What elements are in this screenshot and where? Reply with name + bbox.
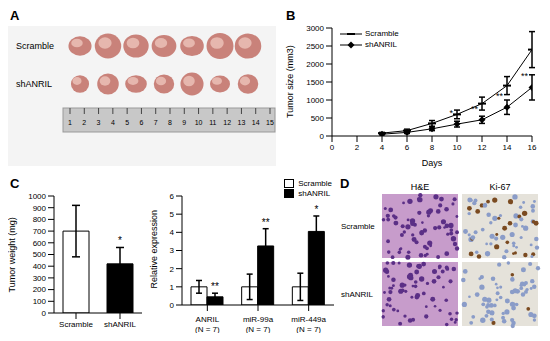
svg-text:2: 2 [170, 265, 175, 274]
svg-text:**: ** [471, 104, 479, 114]
svg-text:miR-99a: miR-99a [243, 315, 274, 324]
svg-text:Days: Days [422, 158, 443, 168]
svg-text:14: 14 [252, 119, 260, 126]
html-text:shANRIL: shANRIL [298, 188, 331, 198]
svg-text:**: ** [521, 71, 529, 81]
svg-text:4: 4 [380, 143, 385, 152]
svg-text:**: ** [262, 217, 270, 228]
svg-text:11: 11 [209, 119, 216, 126]
html-text:C: C [10, 176, 20, 191]
svg-text:900: 900 [33, 204, 47, 213]
svg-text:12: 12 [223, 119, 231, 126]
svg-text:0: 0 [330, 143, 335, 152]
svg-text:Ki-67: Ki-67 [489, 182, 510, 192]
svg-text:700: 700 [33, 227, 47, 236]
svg-text:Relative expression: Relative expression [149, 210, 159, 289]
svg-text:shANRIL: shANRIL [341, 290, 374, 299]
svg-text:100: 100 [33, 297, 47, 306]
svg-text:Scramble: Scramble [59, 320, 93, 329]
svg-text:14: 14 [503, 143, 512, 152]
svg-text:4: 4 [170, 228, 175, 237]
svg-text:3: 3 [170, 246, 175, 255]
svg-text:10: 10 [453, 143, 462, 152]
svg-text:*: * [314, 204, 318, 215]
svg-text:0: 0 [42, 309, 47, 318]
svg-text:miR-449a: miR-449a [291, 315, 326, 324]
svg-text:1000: 1000 [28, 192, 46, 201]
svg-text:(N = 7): (N = 7) [195, 325, 220, 333]
svg-text:9: 9 [182, 119, 186, 126]
svg-text:10: 10 [195, 119, 203, 126]
svg-text:shANRIL: shANRIL [104, 320, 137, 329]
html-text:Scramble: Scramble [365, 29, 399, 38]
svg-text:13: 13 [238, 119, 246, 126]
svg-text:300: 300 [33, 274, 47, 283]
svg-text:*: * [449, 108, 453, 118]
svg-text:1: 1 [68, 119, 72, 126]
svg-text:1000: 1000 [306, 96, 324, 105]
svg-text:Tumor size (mm3): Tumor size (mm3) [285, 45, 295, 118]
svg-text:5: 5 [125, 119, 129, 126]
html-text:B: B [286, 8, 296, 23]
svg-text:200: 200 [33, 285, 47, 294]
svg-text:500: 500 [311, 114, 325, 123]
svg-text:2500: 2500 [306, 42, 324, 51]
svg-text:**: ** [496, 91, 504, 101]
svg-text:Tumor weight (mg): Tumor weight (mg) [8, 217, 17, 292]
svg-text:5: 5 [170, 210, 175, 219]
svg-text:H&E: H&E [411, 182, 430, 192]
svg-text:**: ** [211, 281, 219, 292]
svg-text:2: 2 [82, 119, 86, 126]
svg-text:800: 800 [33, 215, 47, 224]
html-text:D: D [340, 176, 350, 191]
svg-text:7: 7 [154, 119, 158, 126]
svg-text:2000: 2000 [306, 60, 324, 69]
html-text:shANRIL: shANRIL [365, 40, 397, 49]
svg-text:(N = 7): (N = 7) [246, 325, 271, 333]
svg-text:1500: 1500 [306, 78, 324, 87]
svg-text:12: 12 [478, 143, 487, 152]
svg-text:600: 600 [33, 239, 47, 248]
svg-text:*: * [118, 235, 122, 246]
svg-text:0: 0 [170, 301, 175, 310]
svg-text:400: 400 [33, 262, 47, 271]
html-text:A: A [10, 8, 20, 23]
svg-text:6: 6 [170, 192, 175, 201]
html-text:Scramble: Scramble [298, 178, 332, 188]
svg-text:15: 15 [266, 119, 274, 126]
svg-text:(N = 7): (N = 7) [296, 325, 321, 333]
svg-text:6: 6 [405, 143, 410, 152]
svg-text:Scramble: Scramble [16, 41, 54, 51]
svg-text:8: 8 [430, 143, 435, 152]
svg-text:shANRIL: shANRIL [16, 79, 52, 89]
svg-text:ANRIL: ANRIL [196, 315, 220, 324]
svg-text:500: 500 [33, 250, 47, 259]
svg-text:8: 8 [168, 119, 172, 126]
svg-text:6: 6 [139, 119, 143, 126]
svg-text:2: 2 [355, 143, 360, 152]
svg-text:3: 3 [97, 119, 101, 126]
svg-text:3000: 3000 [306, 24, 324, 33]
svg-text:1: 1 [170, 283, 175, 292]
svg-text:0: 0 [320, 132, 325, 141]
svg-text:16: 16 [528, 143, 537, 152]
svg-text:Scramble: Scramble [341, 222, 375, 231]
svg-text:4: 4 [111, 119, 115, 126]
